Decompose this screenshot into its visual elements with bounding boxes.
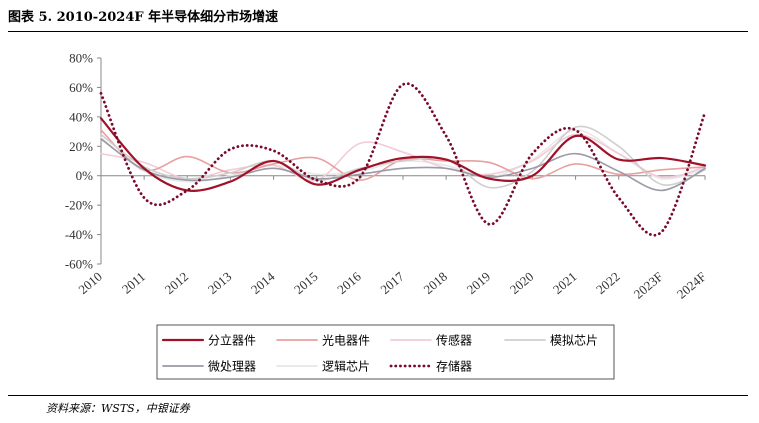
series-line-4: [100, 125, 706, 189]
x-tick-label: 2013: [205, 269, 235, 297]
y-tick-label: -60%: [65, 257, 93, 272]
x-tick-label: 2019: [464, 269, 494, 297]
x-tick-label: 2010: [75, 269, 105, 297]
legend-label: 传感器: [436, 333, 472, 348]
y-tick-label: 60%: [69, 80, 93, 95]
legend-label: 逻辑芯片: [322, 360, 370, 374]
series-line-5: [100, 138, 706, 192]
y-tick-label: 20%: [69, 139, 93, 154]
y-tick-label: -20%: [65, 198, 93, 213]
legend-label: 微处理器: [208, 360, 256, 374]
x-tick-label: 2016: [334, 268, 364, 297]
chart-title: 图表 5. 2010-2024F 年半导体细分市场增速: [8, 10, 279, 25]
line-chart: -60% -40% -20% 0% 20% 40% 60% 80% 2010 2011 2012 20…: [65, 51, 709, 380]
y-tick-label: 0%: [76, 168, 94, 183]
x-tick-label: 2024F: [674, 269, 709, 302]
x-tick-label: 2023F: [631, 269, 666, 302]
x-tick-label: 2012: [162, 269, 192, 297]
x-tick-label: 2022: [593, 269, 623, 297]
series-line-1: [99, 117, 707, 192]
y-tick-label: -40%: [65, 227, 93, 242]
x-tick-label: 2014: [248, 268, 278, 297]
legend-box: [156, 324, 615, 380]
x-tick-label: 2020: [507, 269, 537, 297]
series-line-7: [99, 82, 707, 237]
series-layer: [99, 82, 707, 237]
y-tick-label: 40%: [69, 109, 93, 124]
legend-label: 模拟芯片: [550, 334, 598, 348]
x-tick-label: 2017: [377, 268, 407, 297]
legend-label: 存储器: [436, 359, 472, 374]
x-tick-label: 2018: [421, 269, 451, 297]
x-tick-label: 2011: [119, 269, 148, 297]
legend-label: 光电器件: [322, 334, 370, 348]
x-tick-label: 2015: [291, 269, 321, 297]
source-note: 资料来源：WSTS，中银证券: [46, 402, 190, 415]
legend-label: 分立器件: [208, 333, 256, 348]
y-tick-label: 80%: [69, 51, 93, 66]
source-rule: [8, 395, 748, 396]
series-line-2: [100, 129, 706, 181]
x-tick-label: 2021: [550, 269, 580, 297]
title-rule: [8, 31, 748, 32]
